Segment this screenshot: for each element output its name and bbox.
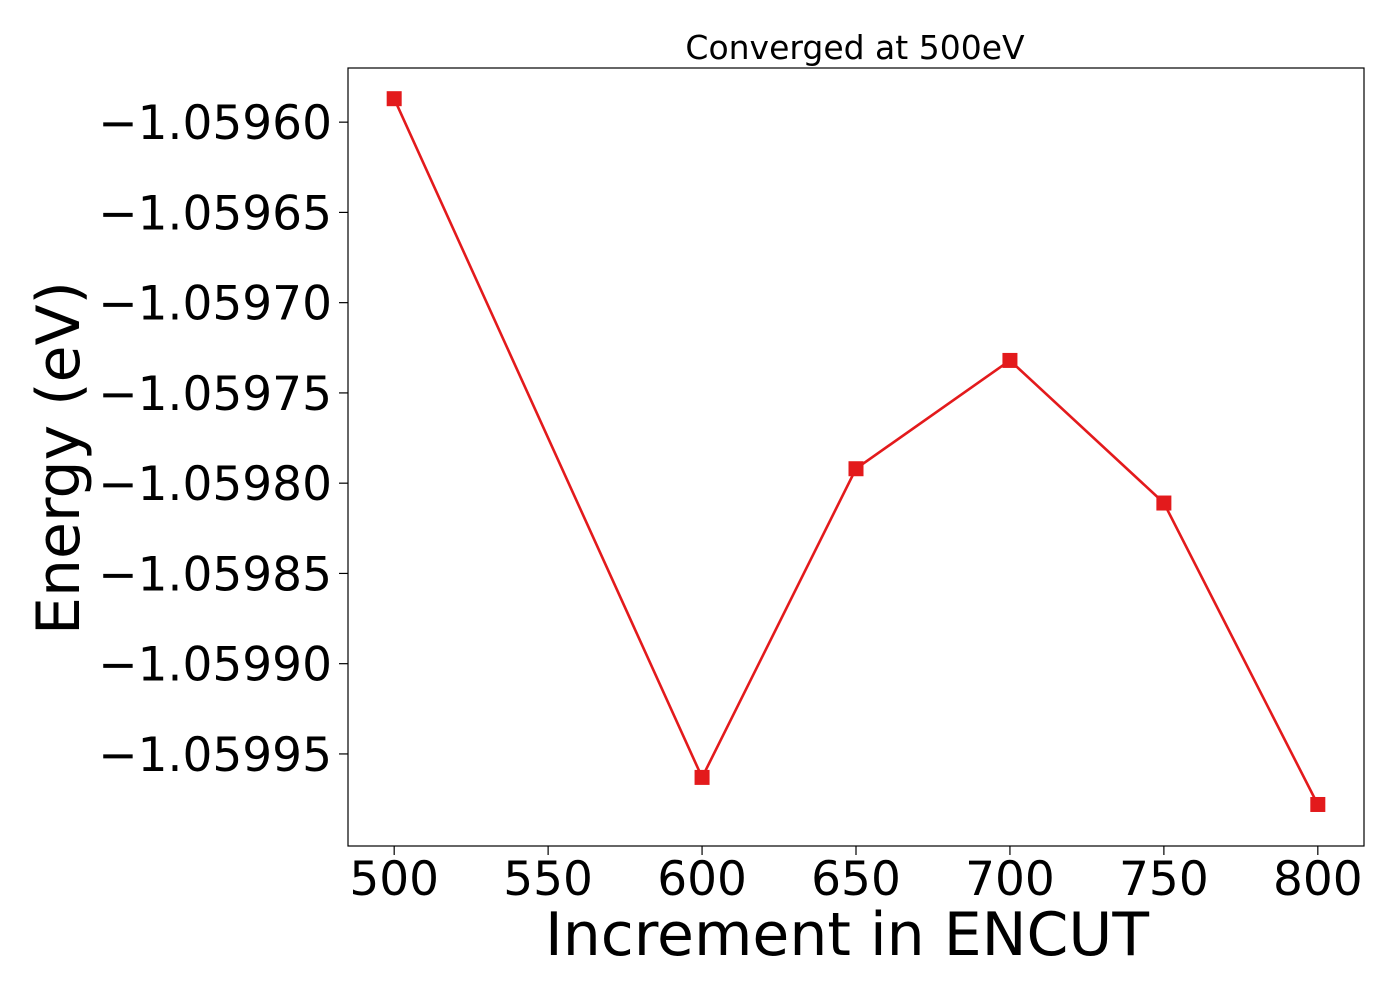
data-point-marker — [848, 461, 864, 477]
x-tick-label: 500 — [349, 852, 439, 907]
y-tick-label: −1.05975 — [98, 367, 332, 422]
y-tick-label: −1.05985 — [98, 547, 332, 602]
y-tick-label: −1.05960 — [98, 96, 332, 151]
x-tick-label: 550 — [503, 852, 593, 907]
series-layer — [386, 91, 1326, 812]
data-point-marker — [386, 91, 402, 107]
y-axis-ticks: −1.05960 −1.05965 −1.05970 −1.05975 −1.05980… — [98, 96, 348, 783]
data-point-marker — [1002, 352, 1018, 368]
y-tick-label: −1.05965 — [98, 186, 332, 241]
y-tick-label: −1.05995 — [98, 728, 332, 783]
x-tick-label: 750 — [1119, 852, 1209, 907]
y-axis-label: Energy (eV) — [24, 281, 94, 635]
data-point-marker — [1310, 796, 1326, 812]
chart-title: Converged at 500eV — [685, 28, 1025, 67]
data-point-marker — [694, 769, 710, 785]
x-axis-label: Increment in ENCUT — [545, 900, 1149, 970]
y-tick-label: −1.05990 — [98, 638, 332, 693]
x-tick-label: 650 — [811, 852, 901, 907]
plot-area: 500 550 600 650 700 750 800 −1.05960−1.05965−1… — [98, 67, 1365, 907]
y-tick-label: −1.05980 — [98, 457, 332, 512]
y-tick-label: −1.05970 — [98, 277, 332, 332]
x-tick-label: 600 — [657, 852, 747, 907]
series-line — [393, 98, 1319, 806]
data-point-marker — [1156, 495, 1172, 511]
x-axis-ticks: 500 550 600 650 700 750 800 — [349, 846, 1363, 907]
x-tick-label: 800 — [1273, 852, 1363, 907]
x-tick-label: 700 — [965, 852, 1055, 907]
